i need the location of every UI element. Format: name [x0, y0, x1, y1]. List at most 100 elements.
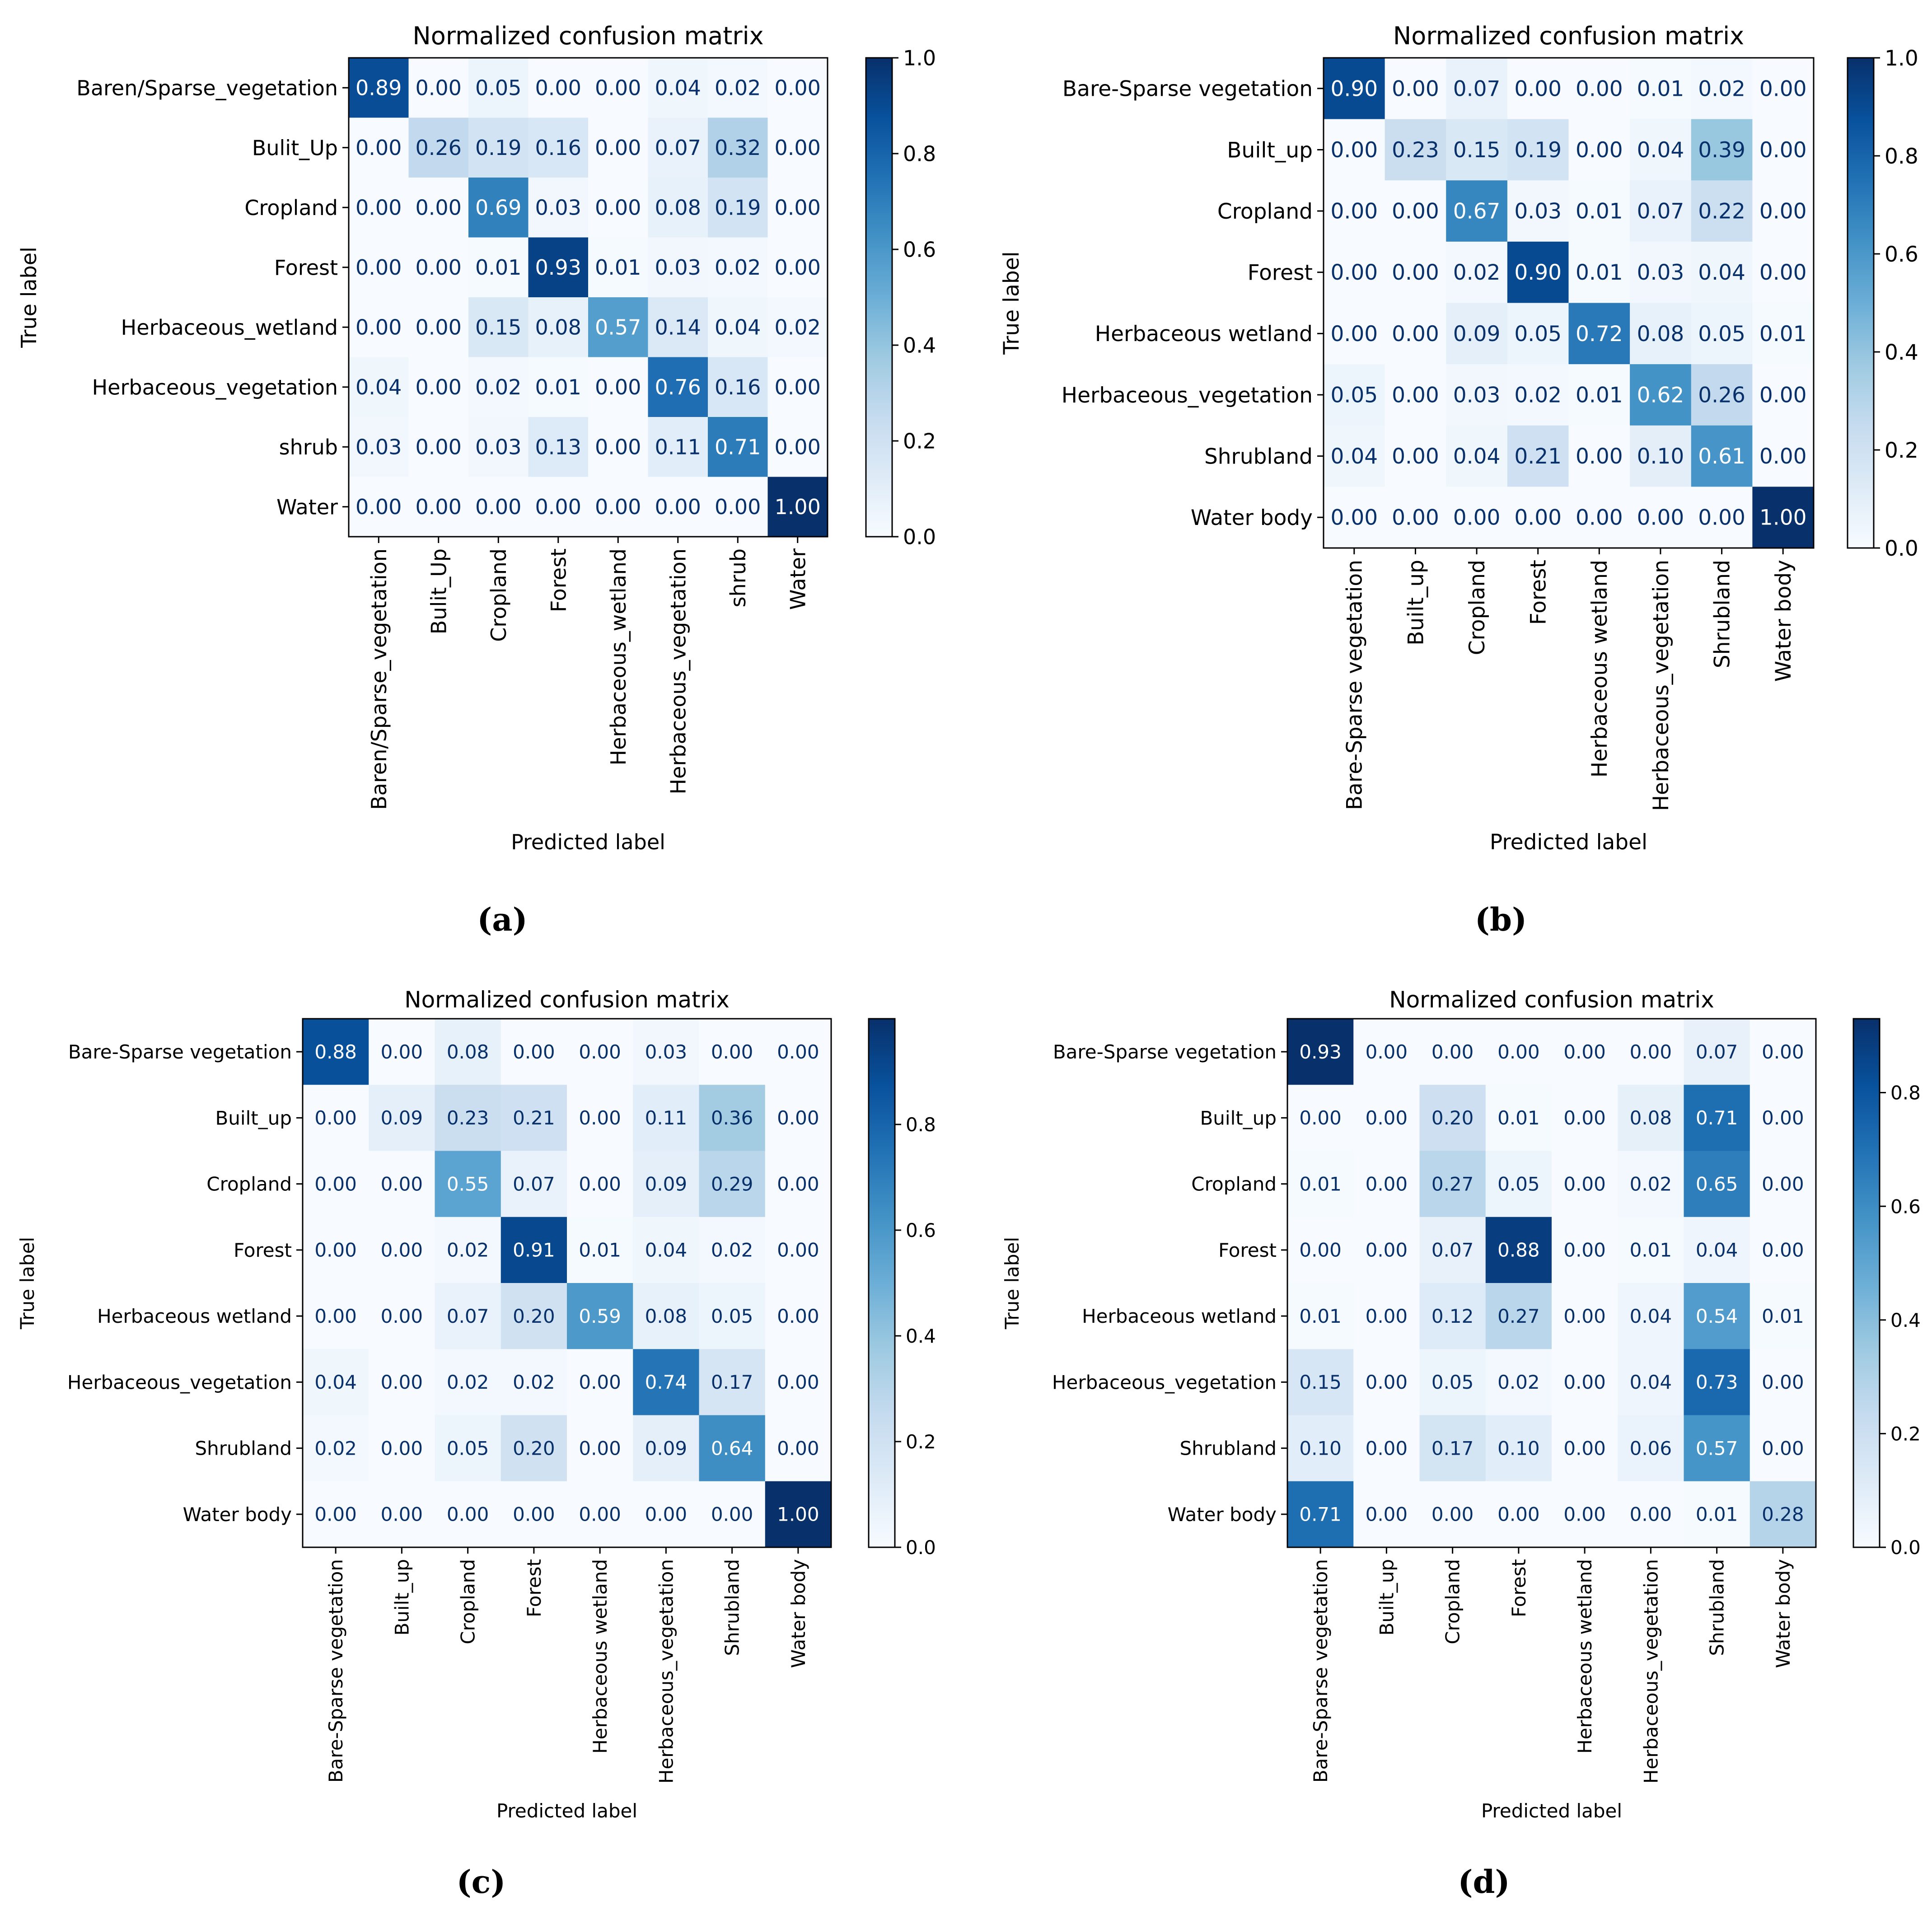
- cell-value: 0.04: [1630, 1305, 1672, 1327]
- heatmap-cell: [1552, 1283, 1618, 1349]
- cell-value: 0.04: [1637, 138, 1684, 163]
- cell-value: 0.00: [711, 1503, 753, 1526]
- heatmap-cell: [1568, 58, 1630, 120]
- heatmap-cell: [1752, 303, 1814, 365]
- heatmap-cell: [1630, 119, 1692, 181]
- heatmap-cell: [1507, 425, 1569, 487]
- heatmap-cell: [1568, 119, 1630, 181]
- heatmap-cell: [349, 417, 409, 478]
- heatmap-cell: [528, 58, 589, 118]
- cell-value: 0.00: [595, 136, 641, 160]
- colorbar-tick-label: 0.8: [1885, 144, 1918, 169]
- heatmap-cell: [1750, 1085, 1816, 1152]
- cell-value: 0.07: [1637, 199, 1684, 224]
- heatmap-cell: [567, 1481, 633, 1548]
- heatmap-cell: [1324, 119, 1385, 181]
- heatmap-cell: [1353, 1283, 1420, 1349]
- cell-value: 0.62: [1637, 383, 1684, 407]
- cell-value: 0.05: [475, 75, 521, 100]
- chart-title: Normalized confusion matrix: [412, 22, 763, 50]
- cell-value: 1.00: [775, 495, 821, 519]
- heatmap-cell: [1446, 303, 1508, 365]
- heatmap-cell: [349, 58, 409, 118]
- heatmap-cell: [1324, 58, 1385, 120]
- cell-value: 0.03: [645, 1041, 688, 1063]
- cell-value: 0.00: [1563, 1305, 1606, 1327]
- heatmap-cell: [501, 1151, 567, 1218]
- matrix-frame: [348, 57, 828, 538]
- cell-value: 0.00: [1330, 138, 1378, 163]
- heatmap-cell: [1507, 241, 1569, 304]
- cell-value: 0.00: [777, 1239, 819, 1261]
- panel-caption: (b): [1475, 901, 1527, 938]
- heatmap-cell: [1691, 364, 1753, 426]
- cell-value: 0.00: [1637, 506, 1684, 530]
- x-tick-label: Forest: [523, 1559, 545, 1617]
- heatmap-cell: [528, 477, 589, 537]
- cell-value: 0.03: [655, 255, 701, 280]
- cell-value: 0.01: [1696, 1503, 1738, 1526]
- heatmap-cell: [1419, 1349, 1486, 1416]
- heatmap-cell: [468, 297, 529, 358]
- cell-value: 0.04: [1698, 260, 1745, 285]
- y-tick-label: Built_up: [215, 1107, 292, 1129]
- cell-value: 0.00: [1497, 1041, 1540, 1063]
- heatmap-cell: [648, 357, 708, 417]
- cell-value: 0.00: [1762, 1041, 1804, 1063]
- cell-value: 0.00: [775, 136, 821, 160]
- cell-value: 0.36: [711, 1107, 753, 1129]
- x-tick-label: Herbaceous_vegetation: [655, 1559, 677, 1784]
- heatmap-cell: [1287, 1283, 1354, 1349]
- chart-title: Normalized confusion matrix: [1393, 22, 1744, 50]
- heatmap-cell: [767, 297, 828, 358]
- heatmap-cell: [1287, 1151, 1354, 1218]
- heatmap-cell: [303, 1481, 369, 1548]
- y-axis-label: True label: [16, 1237, 38, 1330]
- heatmap-cell: [1568, 180, 1630, 242]
- heatmap-cell: [1507, 303, 1569, 365]
- heatmap-cell: [708, 178, 768, 238]
- cell-value: 0.00: [775, 255, 821, 280]
- cell-value: 0.00: [356, 315, 402, 339]
- cell-value: 0.00: [1330, 260, 1378, 285]
- cell-value: 0.00: [416, 375, 462, 399]
- heatmap-cell: [408, 117, 469, 178]
- cell-value: 0.04: [655, 75, 701, 100]
- cell-value: 0.05: [447, 1437, 489, 1459]
- cell-value: 0.11: [655, 435, 701, 459]
- cell-value: 0.00: [416, 75, 462, 100]
- heatmap-cell: [648, 58, 708, 118]
- cell-value: 0.57: [1696, 1437, 1738, 1459]
- cell-value: 0.00: [715, 495, 761, 519]
- cell-value: 0.08: [447, 1041, 489, 1063]
- heatmap-cell: [1691, 58, 1753, 120]
- cell-value: 0.03: [535, 195, 581, 220]
- cell-value: 0.00: [1392, 199, 1439, 224]
- cell-value: 0.00: [1759, 138, 1807, 163]
- cell-value: 0.02: [1453, 260, 1501, 285]
- cell-value: 0.00: [1759, 444, 1807, 469]
- panel-caption: (a): [477, 901, 528, 938]
- heatmap-cell: [767, 58, 828, 118]
- heatmap-cell: [1630, 180, 1692, 242]
- x-tick-label: Water body: [1771, 560, 1796, 682]
- x-tick-label: Shrubland: [1710, 560, 1735, 668]
- cell-value: 0.17: [1431, 1437, 1474, 1459]
- cell-value: 0.07: [1696, 1041, 1738, 1063]
- heatmap-cell: [1353, 1151, 1420, 1218]
- heatmap-cell: [567, 1415, 633, 1482]
- cell-value: 0.00: [1563, 1173, 1606, 1195]
- cell-value: 0.01: [579, 1239, 621, 1261]
- cell-value: 0.15: [1453, 138, 1501, 163]
- y-tick-label: Cropland: [1191, 1173, 1277, 1195]
- heatmap-cell: [1324, 364, 1385, 426]
- y-tick-label: Forest: [274, 255, 338, 280]
- heatmap-cell: [767, 477, 828, 537]
- colorbar: [868, 1018, 896, 1548]
- heatmap-cell: [1691, 425, 1753, 487]
- cell-value: 0.00: [416, 255, 462, 280]
- heatmap-cell: [1446, 364, 1508, 426]
- heatmap-cell: [1287, 1217, 1354, 1283]
- heatmap-cell: [1385, 425, 1446, 487]
- heatmap-cell: [1353, 1085, 1420, 1152]
